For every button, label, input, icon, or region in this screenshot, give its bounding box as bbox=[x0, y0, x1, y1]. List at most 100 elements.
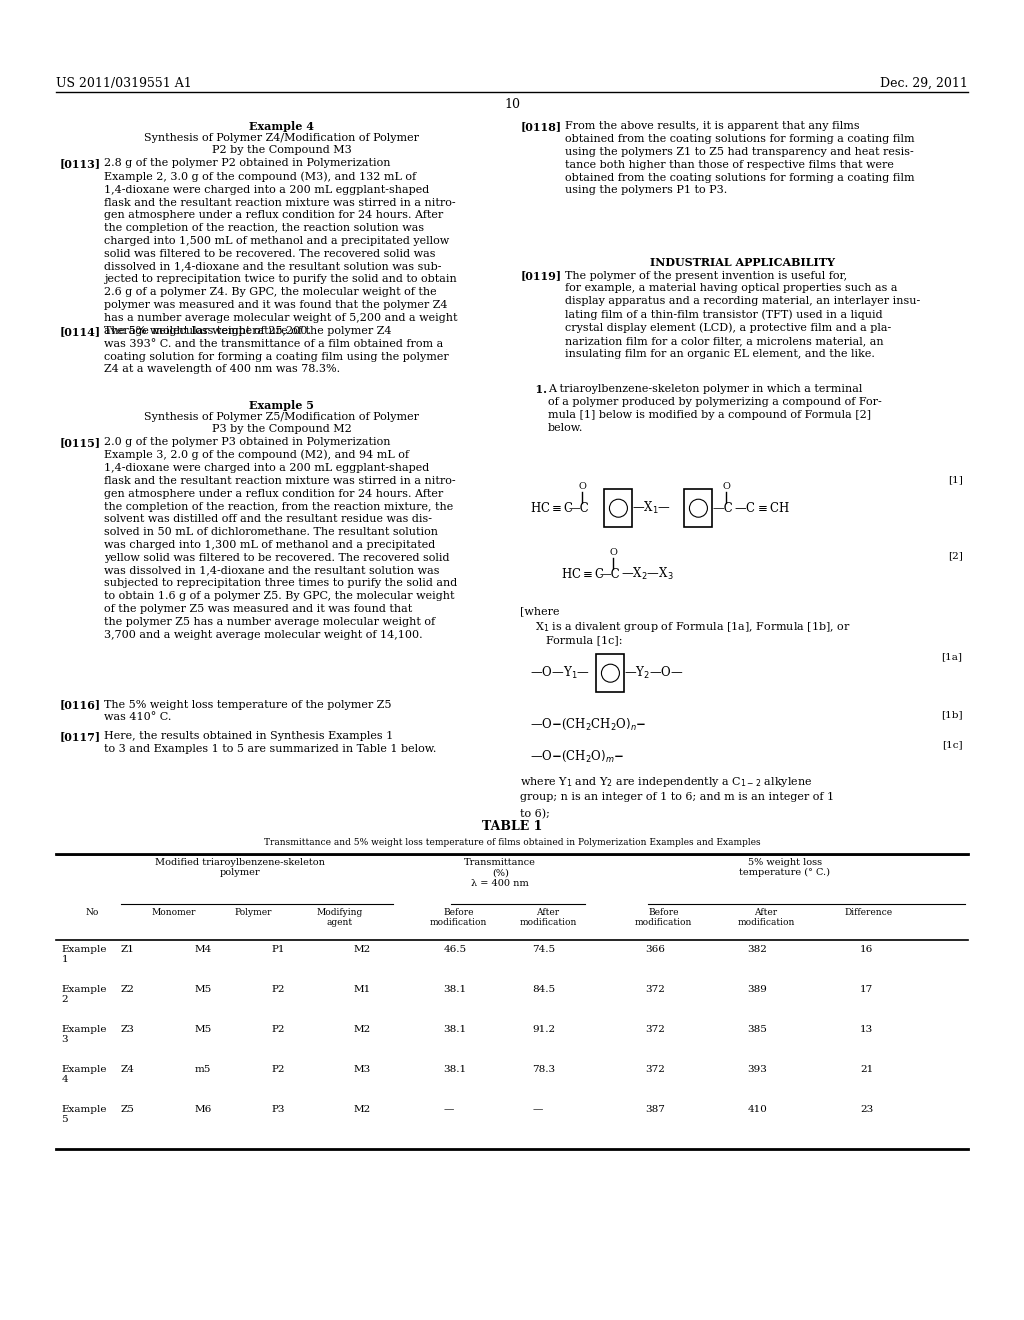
Text: [where: [where bbox=[520, 606, 560, 616]
Text: —C$\equiv$CH: —C$\equiv$CH bbox=[734, 502, 791, 515]
Text: Monomer: Monomer bbox=[152, 908, 197, 916]
Text: 2.8 g of the polymer P2 obtained in Polymerization
Example 2, 3.0 g of the compo: 2.8 g of the polymer P2 obtained in Poly… bbox=[104, 158, 458, 335]
Text: [1]: [1] bbox=[947, 475, 963, 484]
Text: 372: 372 bbox=[645, 985, 665, 994]
Text: [0116]: [0116] bbox=[59, 700, 100, 710]
Text: P3: P3 bbox=[271, 1105, 285, 1114]
Text: 393: 393 bbox=[748, 1065, 767, 1073]
Text: Z4: Z4 bbox=[121, 1065, 135, 1073]
Text: P2 by the Compound M3: P2 by the Compound M3 bbox=[212, 145, 351, 156]
Text: M6: M6 bbox=[195, 1105, 212, 1114]
Text: TABLE 1: TABLE 1 bbox=[482, 820, 542, 833]
Text: The 5% weight loss temperature of the polymer Z4
was 393° C. and the transmittan: The 5% weight loss temperature of the po… bbox=[104, 326, 450, 375]
Text: 13: 13 bbox=[860, 1024, 873, 1034]
Text: O: O bbox=[579, 482, 587, 491]
Text: 372: 372 bbox=[645, 1065, 665, 1073]
Text: M1: M1 bbox=[353, 985, 371, 994]
Text: 38.1: 38.1 bbox=[443, 1024, 467, 1034]
Text: [0115]: [0115] bbox=[59, 437, 100, 447]
Text: 387: 387 bbox=[645, 1105, 665, 1114]
Text: INDUSTRIAL APPLICABILITY: INDUSTRIAL APPLICABILITY bbox=[650, 257, 835, 268]
Text: O: O bbox=[723, 482, 730, 491]
Text: Synthesis of Polymer Z5/Modification of Polymer: Synthesis of Polymer Z5/Modification of … bbox=[144, 412, 419, 422]
Text: —O$\boldsymbol{-}$(CH$_2$O$)_m$$\boldsymbol{-}$: —O$\boldsymbol{-}$(CH$_2$O$)_m$$\boldsym… bbox=[530, 748, 625, 764]
Text: Dec. 29, 2011: Dec. 29, 2011 bbox=[880, 77, 968, 90]
Text: HC$\equiv$C: HC$\equiv$C bbox=[561, 568, 605, 581]
Text: US 2011/0319551 A1: US 2011/0319551 A1 bbox=[56, 77, 193, 90]
Text: X$_1$ is a divalent group of Formula [1a], Formula [1b], or: X$_1$ is a divalent group of Formula [1a… bbox=[536, 620, 851, 635]
Text: O: O bbox=[609, 548, 617, 557]
Text: [1b]: [1b] bbox=[941, 710, 963, 719]
Text: [1c]: [1c] bbox=[942, 741, 963, 750]
Text: 366: 366 bbox=[645, 945, 665, 954]
Text: m5: m5 bbox=[195, 1065, 211, 1073]
Text: —C: —C bbox=[599, 568, 620, 581]
Text: —O—Y$_1$—: —O—Y$_1$— bbox=[530, 665, 590, 681]
Text: 410: 410 bbox=[748, 1105, 767, 1114]
Text: 17: 17 bbox=[860, 985, 873, 994]
Text: The polymer of the present invention is useful for,
for example, a material havi: The polymer of the present invention is … bbox=[565, 271, 921, 359]
Bar bbox=[604, 490, 633, 527]
Text: Transmittance
(%)
λ = 400 nm: Transmittance (%) λ = 400 nm bbox=[464, 858, 537, 887]
Text: —O$\boldsymbol{-}$(CH$_2$CH$_2$O$)_n$$\boldsymbol{-}$: —O$\boldsymbol{-}$(CH$_2$CH$_2$O$)_n$$\b… bbox=[530, 717, 646, 733]
Text: P2: P2 bbox=[271, 1024, 285, 1034]
Text: [0117]: [0117] bbox=[59, 731, 100, 742]
Text: Modified triaroylbenzene-skeleton
polymer: Modified triaroylbenzene-skeleton polyme… bbox=[155, 858, 325, 876]
Text: [0118]: [0118] bbox=[520, 121, 561, 132]
Text: No: No bbox=[85, 908, 99, 916]
Text: Example
2: Example 2 bbox=[61, 985, 106, 1005]
Text: —X$_2$—X$_3$: —X$_2$—X$_3$ bbox=[622, 566, 674, 582]
Text: where Y$_1$ and Y$_2$ are independently a C$_{1-2}$ alkylene: where Y$_1$ and Y$_2$ are independently … bbox=[520, 775, 812, 789]
Text: M5: M5 bbox=[195, 1024, 212, 1034]
Text: 38.1: 38.1 bbox=[443, 985, 467, 994]
Text: From the above results, it is apparent that any films
obtained from the coating : From the above results, it is apparent t… bbox=[565, 121, 914, 195]
Text: Example
1: Example 1 bbox=[61, 945, 106, 964]
Text: [0113]: [0113] bbox=[59, 158, 100, 169]
Text: Z5: Z5 bbox=[121, 1105, 135, 1114]
Text: 38.1: 38.1 bbox=[443, 1065, 467, 1073]
Text: Formula [1c]:: Formula [1c]: bbox=[546, 635, 623, 645]
Text: Example 4: Example 4 bbox=[249, 121, 314, 132]
Text: Z1: Z1 bbox=[121, 945, 135, 954]
Text: M2: M2 bbox=[353, 1105, 371, 1114]
Text: Transmittance and 5% weight loss temperature of films obtained in Polymerization: Transmittance and 5% weight loss tempera… bbox=[264, 838, 760, 846]
Text: After
modification: After modification bbox=[737, 908, 795, 927]
Bar bbox=[684, 490, 713, 527]
Text: Example 5: Example 5 bbox=[249, 400, 314, 411]
Text: Z3: Z3 bbox=[121, 1024, 135, 1034]
Text: M3: M3 bbox=[353, 1065, 371, 1073]
Text: P3 by the Compound M2: P3 by the Compound M2 bbox=[212, 424, 351, 434]
Text: HC$\equiv$C: HC$\equiv$C bbox=[530, 502, 574, 515]
Text: The 5% weight loss temperature of the polymer Z5
was 410° C.: The 5% weight loss temperature of the po… bbox=[104, 700, 392, 722]
Text: group; n is an integer of 1 to 6; and m is an integer of 1: group; n is an integer of 1 to 6; and m … bbox=[520, 792, 835, 803]
Text: 91.2: 91.2 bbox=[532, 1024, 556, 1034]
Text: 389: 389 bbox=[748, 985, 767, 994]
Text: —X$_1$—: —X$_1$— bbox=[633, 500, 672, 516]
Text: 382: 382 bbox=[748, 945, 767, 954]
Text: 10: 10 bbox=[504, 98, 520, 111]
Text: Before
modification: Before modification bbox=[430, 908, 487, 927]
Bar bbox=[596, 655, 625, 692]
Text: Here, the results obtained in Synthesis Examples 1
to 3 and Examples 1 to 5 are : Here, the results obtained in Synthesis … bbox=[104, 731, 437, 754]
Text: —: — bbox=[443, 1105, 454, 1114]
Text: Example
3: Example 3 bbox=[61, 1024, 106, 1044]
Text: A triaroylbenzene-skeleton polymer in which a terminal
of a polymer produced by : A triaroylbenzene-skeleton polymer in wh… bbox=[548, 384, 882, 433]
Text: P2: P2 bbox=[271, 985, 285, 994]
Text: After
modification: After modification bbox=[519, 908, 577, 927]
Text: [2]: [2] bbox=[947, 552, 963, 561]
Text: Before
modification: Before modification bbox=[635, 908, 692, 927]
Text: Example
5: Example 5 bbox=[61, 1105, 106, 1125]
Text: Difference: Difference bbox=[845, 908, 892, 916]
Text: [0119]: [0119] bbox=[520, 271, 561, 281]
Text: 84.5: 84.5 bbox=[532, 985, 556, 994]
Text: 1.: 1. bbox=[520, 384, 547, 395]
Text: 5% weight loss
temperature (° C.): 5% weight loss temperature (° C.) bbox=[739, 858, 830, 878]
Text: 2.0 g of the polymer P3 obtained in Polymerization
Example 3, 2.0 g of the compo: 2.0 g of the polymer P3 obtained in Poly… bbox=[104, 437, 458, 640]
Text: Modifying
agent: Modifying agent bbox=[316, 908, 364, 927]
Text: 372: 372 bbox=[645, 1024, 665, 1034]
Text: 21: 21 bbox=[860, 1065, 873, 1073]
Text: 78.3: 78.3 bbox=[532, 1065, 556, 1073]
Text: —C: —C bbox=[568, 502, 589, 515]
Text: M5: M5 bbox=[195, 985, 212, 994]
Text: 74.5: 74.5 bbox=[532, 945, 556, 954]
